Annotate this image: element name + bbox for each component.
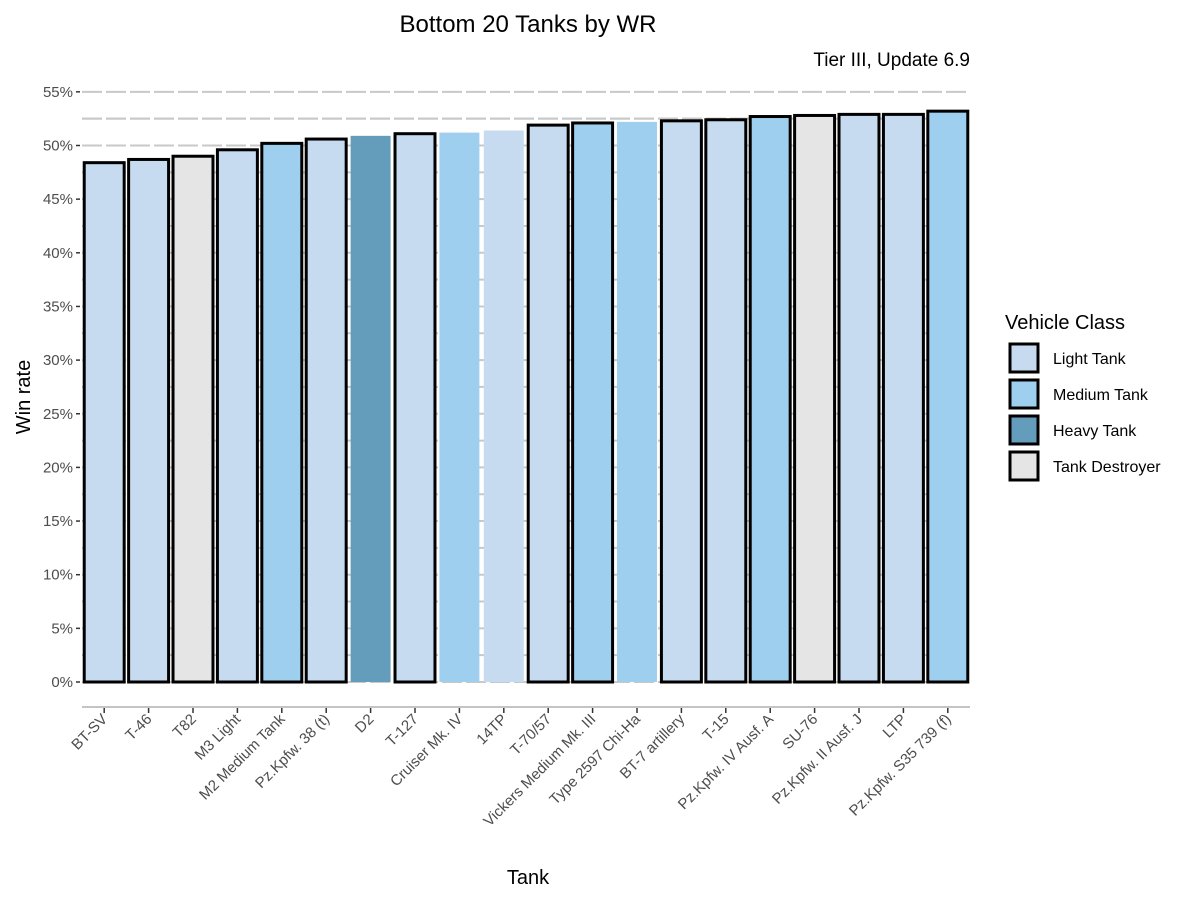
- bar-14tp: [483, 130, 524, 683]
- y-tick-label: 55%: [43, 84, 73, 101]
- bar-ltp: [881, 112, 925, 684]
- bar-type-2597-chi-ha: [617, 121, 657, 682]
- chart-title: Bottom 20 Tanks by WR: [400, 11, 657, 38]
- bar-pz-kpfw-ii-ausf-j: [837, 112, 881, 684]
- bar-pz-kpfw-iv-ausf-a: [748, 115, 792, 684]
- bar-cruiser-mk-iv: [439, 132, 480, 682]
- bar-t82: [171, 154, 215, 684]
- x-tick-label: BT-SV: [68, 711, 111, 754]
- legend-label: Light Tank: [1053, 351, 1127, 368]
- x-tick-label: T-15: [699, 711, 732, 744]
- y-tick-label: 50%: [43, 138, 73, 155]
- bar-t-70-57: [526, 123, 570, 684]
- legend: Vehicle Class Light Tank Medium Tank Heavy…: [1005, 312, 1161, 482]
- y-tick-label: 10%: [43, 567, 73, 584]
- bar-t-127: [393, 132, 437, 684]
- bar-su-76: [793, 113, 837, 684]
- bar-pz-kpfw-38-t-: [304, 137, 348, 684]
- y-tick-label: 40%: [43, 245, 73, 262]
- y-tick-label: 20%: [43, 459, 73, 476]
- y-tick-label: 25%: [43, 406, 73, 423]
- x-tick-label: T-46: [122, 711, 155, 744]
- legend-key-light-tank: [1008, 342, 1040, 374]
- y-tick-label: 5%: [51, 620, 73, 637]
- bar-t-15: [704, 118, 748, 684]
- bar-m3-light: [215, 148, 259, 684]
- bar-d2: [350, 135, 391, 683]
- y-tick-label: 30%: [43, 352, 73, 369]
- legend-key-medium-tank: [1008, 378, 1040, 410]
- legend-key-tank-destroyer: [1008, 450, 1040, 482]
- bar-vickers-medium-mk-iii: [571, 121, 615, 684]
- x-tick-label: LTP: [880, 711, 911, 742]
- y-tick-label: 35%: [43, 298, 73, 315]
- bar-m2-medium-tank: [260, 141, 304, 684]
- y-tick-label: 15%: [43, 513, 73, 530]
- y-axis-title: Win rate: [13, 360, 35, 434]
- bar-pz-kpfw-s35-739-f-: [926, 109, 970, 684]
- y-tick-label: 0%: [51, 674, 73, 691]
- x-axis-title: Tank: [507, 867, 550, 889]
- bar-bt-sv: [82, 161, 126, 684]
- legend-label: Medium Tank: [1053, 387, 1149, 404]
- legend-key-heavy-tank: [1008, 414, 1040, 446]
- x-tick-label: D2: [352, 711, 378, 737]
- legend-title: Vehicle Class: [1005, 312, 1125, 334]
- bars-layer: [82, 109, 970, 684]
- legend-label: Heavy Tank: [1053, 423, 1137, 440]
- y-tick-label: 45%: [43, 191, 73, 208]
- x-tick-label: 14TP: [473, 711, 510, 748]
- chart-subtitle: Tier III, Update 6.9: [813, 50, 970, 71]
- legend-items: Light Tank Medium Tank Heavy Tank Tank Dest…: [1008, 342, 1161, 482]
- bar-t-46: [127, 157, 171, 684]
- x-tick-label: SU-76: [779, 711, 821, 753]
- legend-label: Tank Destroyer: [1053, 459, 1161, 476]
- bar-bt-7-artillery: [659, 119, 703, 684]
- x-tick-label: T-127: [383, 711, 422, 750]
- x-tick-label: T82: [170, 711, 200, 741]
- grid-layer: [82, 90, 970, 683]
